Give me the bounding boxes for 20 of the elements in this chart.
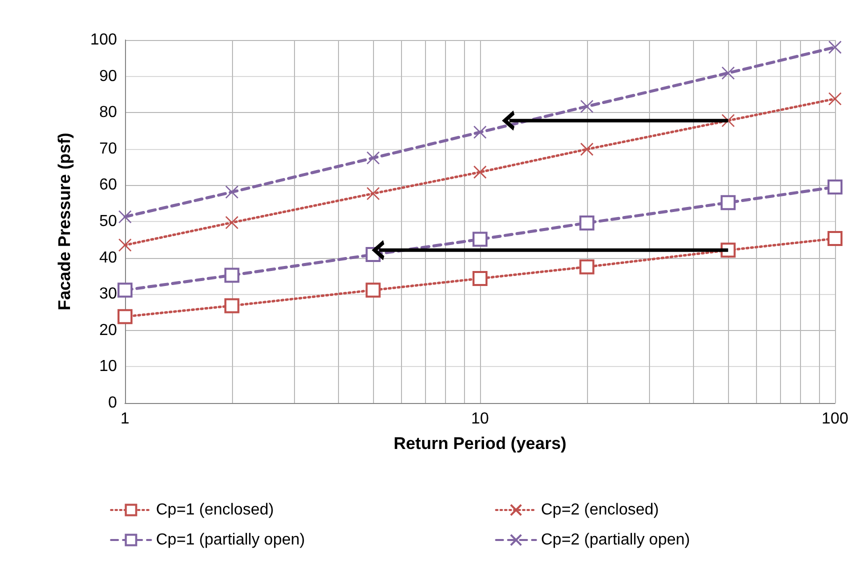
legend-label: Cp=1 (enclosed) bbox=[156, 502, 274, 518]
y-tick-label: 40 bbox=[99, 249, 118, 266]
y-tick-label: 90 bbox=[99, 68, 118, 85]
x-axis-title: Return Period (years) bbox=[394, 434, 566, 453]
legend-label: Cp=2 (enclosed) bbox=[541, 502, 659, 518]
y-tick-label: 60 bbox=[99, 176, 118, 194]
y-tick-label: 0 bbox=[108, 394, 118, 412]
y-tick-label: 100 bbox=[90, 32, 118, 48]
x-tick-label: 10 bbox=[471, 410, 489, 428]
x-tick-label: 1 bbox=[120, 410, 130, 428]
legend-label: Cp=1 (partially open) bbox=[156, 532, 305, 548]
y-tick-label: 50 bbox=[99, 213, 118, 230]
y-tick-label: 30 bbox=[99, 286, 118, 303]
y-tick-label: 80 bbox=[99, 104, 118, 122]
y-tick-label: 70 bbox=[99, 140, 118, 158]
x-tick-label: 100 bbox=[822, 410, 848, 428]
y-tick-label: 20 bbox=[99, 322, 118, 339]
y-axis-title: Facade Pressure (psf) bbox=[55, 132, 74, 310]
legend-label: Cp=2 (partially open) bbox=[541, 532, 690, 548]
y-tick-label: 10 bbox=[99, 358, 118, 376]
